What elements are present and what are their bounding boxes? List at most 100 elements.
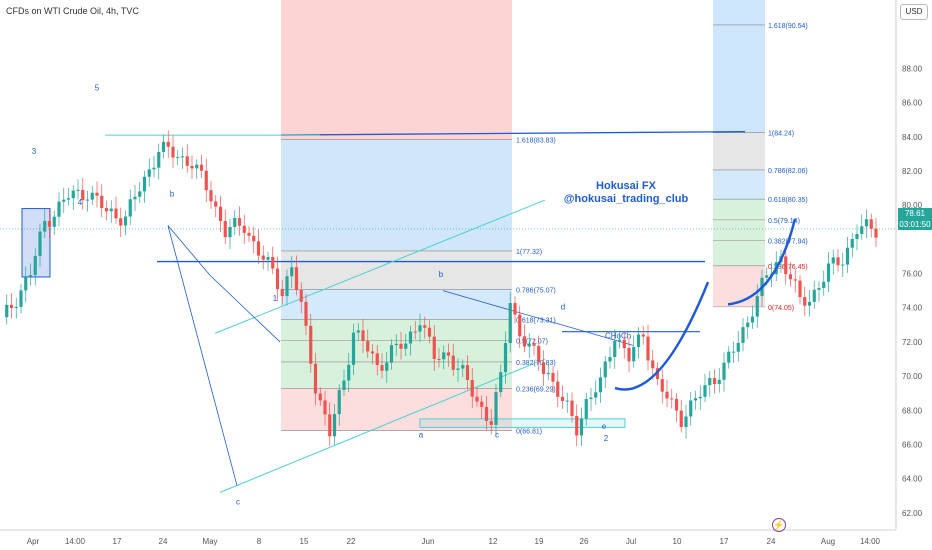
candle-body	[271, 257, 275, 269]
y-tick-label: 62.00	[902, 509, 923, 518]
candle-body	[119, 218, 123, 226]
candle-body	[90, 192, 94, 200]
candle-body	[708, 378, 712, 386]
x-tick-label: Apr	[27, 537, 40, 546]
fib-label: 0.5(72.07)	[516, 339, 548, 346]
x-tick-label: 12	[489, 537, 498, 546]
fib-label: 1(77.32)	[516, 249, 542, 256]
candle-body	[38, 231, 42, 256]
x-tick-label: 17	[720, 537, 729, 546]
candle-body	[313, 363, 318, 394]
candle-body	[408, 331, 413, 344]
candle-body	[489, 421, 493, 425]
candle-body	[380, 365, 384, 371]
candle-body	[370, 351, 375, 354]
candle-body	[822, 281, 826, 288]
candle-body	[503, 343, 508, 373]
candle-body	[128, 199, 132, 217]
fib2-label: 0(74.05)	[768, 305, 794, 312]
candle-body	[451, 355, 455, 370]
candle-body	[674, 398, 679, 411]
candle-body	[24, 277, 28, 291]
candle-body	[218, 206, 223, 222]
wave-label: 4	[78, 198, 83, 207]
candle-body	[356, 330, 360, 333]
candle-body	[66, 198, 71, 200]
candle-body	[404, 343, 408, 349]
fib-zone-786	[281, 289, 512, 320]
candle-body	[437, 358, 441, 360]
candle-body	[793, 279, 797, 281]
candle-body	[632, 346, 636, 362]
candle-body	[157, 151, 161, 168]
candle-body	[423, 325, 427, 328]
candle-body	[432, 336, 436, 359]
candle-body	[399, 343, 403, 349]
candle-body	[52, 216, 56, 227]
candle-body	[736, 342, 740, 352]
candle-body	[589, 397, 593, 400]
currency-badge[interactable]: USD	[900, 4, 928, 20]
candle-body	[147, 169, 151, 177]
candle-body	[807, 301, 812, 306]
wave-label: b	[170, 190, 175, 199]
y-tick-label: 84.00	[902, 133, 923, 142]
candle-body	[541, 362, 546, 375]
candle-body	[651, 360, 655, 369]
candle-body	[855, 233, 859, 239]
candle-body	[565, 400, 569, 402]
curve-lower	[614, 281, 710, 391]
candle-body	[171, 146, 175, 158]
candle-body	[199, 164, 204, 171]
candle-body	[784, 256, 788, 275]
fib-label: 0(66.81)	[516, 429, 542, 436]
wave-label: 2	[604, 434, 609, 443]
y-tick-label: 66.00	[902, 441, 923, 450]
candle-body	[256, 241, 261, 256]
candle-body	[717, 379, 721, 384]
candle-body	[209, 190, 213, 202]
candle-body	[109, 208, 113, 212]
candle-body	[275, 268, 280, 290]
candle-body	[765, 275, 769, 278]
candle-body	[166, 141, 170, 147]
wave-label: 5	[95, 84, 100, 93]
candle-body	[47, 220, 52, 227]
candle-body	[347, 364, 351, 381]
candle-body	[689, 400, 693, 417]
candle-body	[480, 401, 484, 407]
candle-body	[693, 398, 698, 401]
chart-title[interactable]: CFDs on WTI Crude Oil, 4h, TVC	[6, 6, 139, 16]
candle-body	[385, 362, 389, 371]
candle-body	[76, 189, 80, 191]
fib2-zone-618	[713, 199, 765, 266]
x-tick-label: 24	[159, 537, 168, 546]
y-tick-label: 74.00	[902, 304, 923, 313]
candle-body	[722, 362, 726, 380]
wave-label: 3	[32, 147, 37, 156]
candle-body	[518, 314, 522, 337]
lightning-alert-icon[interactable]: ⚡	[772, 518, 786, 532]
fib2-label: 0.236(76.45)	[768, 264, 808, 271]
candle-body	[746, 322, 750, 328]
candle-body	[741, 327, 745, 343]
candle-body	[114, 208, 118, 219]
candle-body	[366, 341, 370, 352]
candle-body	[461, 365, 465, 369]
candle-body	[214, 201, 218, 207]
candle-body	[446, 352, 451, 356]
candle-body	[546, 372, 550, 375]
candle-body	[579, 418, 584, 436]
candle-body	[427, 327, 432, 337]
wave-label: c	[495, 431, 499, 440]
candle-body	[613, 341, 617, 358]
fib-label: 0.236(69.29)	[516, 386, 556, 393]
candle-body	[252, 235, 256, 242]
candle-body	[798, 280, 802, 298]
candle-body	[138, 191, 142, 197]
candle-body	[684, 416, 688, 427]
candle-body	[860, 226, 864, 234]
candle-body	[556, 381, 560, 397]
candle-body	[670, 398, 674, 400]
